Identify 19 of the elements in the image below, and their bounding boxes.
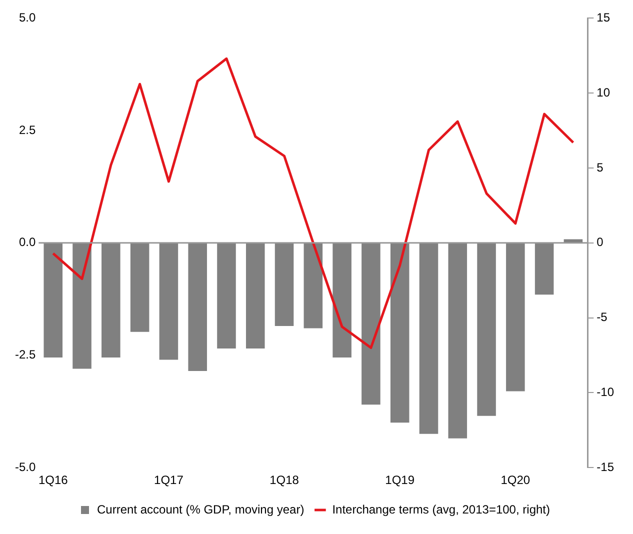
y2-tick-label: -15 (596, 460, 614, 474)
x-tick-label: 1Q19 (385, 473, 415, 488)
y-tick-label: 5.0 (18, 10, 36, 25)
x-tick-label: 1Q18 (270, 473, 300, 488)
y-tick-label: 0.0 (18, 235, 36, 250)
x-tick-label: 1Q17 (154, 473, 184, 488)
y2-tick-label: -10 (596, 385, 614, 400)
y2-tick-label: 10 (596, 85, 610, 100)
y2-tick-label: 15 (596, 10, 610, 25)
y-tick-label: 2.5 (18, 122, 36, 137)
legend-label: Interchange terms (avg, 2013=100, right) (332, 502, 550, 516)
y2-tick-label: 5 (596, 160, 604, 174)
y-tick-label: -2.5 (14, 348, 36, 362)
x-tick-label: 1Q20 (500, 473, 530, 488)
y2-tick-label: 0 (596, 235, 604, 250)
y-tick-label: -5.0 (14, 460, 36, 474)
legend-label: Current account (% GDP, moving year) (97, 502, 304, 516)
y2-tick-label: -5 (596, 310, 608, 324)
x-tick-label: 1Q16 (38, 473, 68, 488)
